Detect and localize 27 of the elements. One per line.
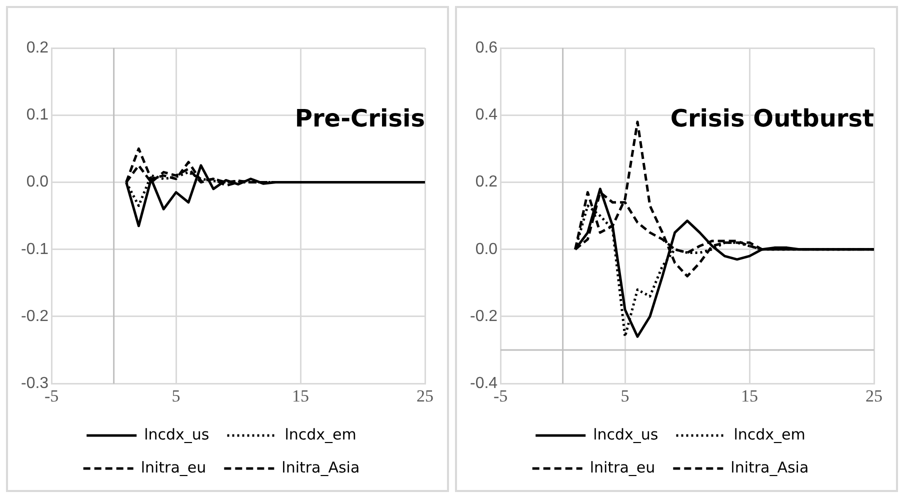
- x-tick-label: 5: [172, 386, 180, 406]
- y-tick-label: 0.4: [475, 106, 498, 124]
- legend-label: lnitra_Asia: [282, 458, 360, 476]
- annotation: Pre-Crisis: [294, 104, 425, 133]
- y-tick-label: -0.2: [20, 308, 49, 325]
- y-tick-label: 0.1: [26, 106, 49, 124]
- y-tick-label: 0.0: [26, 174, 49, 191]
- legend-label: lncdx_em: [734, 425, 806, 444]
- y-tick-label: -0.2: [470, 308, 498, 325]
- x-tick-label: 15: [741, 386, 758, 406]
- legend-label: lnitra_Asia: [730, 458, 809, 476]
- y-tick-label: -0.3: [20, 375, 49, 392]
- x-tick-label: 5: [620, 386, 630, 406]
- legend-label: lncdx_us: [144, 425, 210, 444]
- legend-label: lncdx_em: [284, 425, 356, 444]
- x-tick-label: 25: [866, 386, 882, 406]
- y-tick-label: -0.1: [20, 240, 49, 258]
- y-tick-label: 0.6: [475, 39, 498, 56]
- legend-label: lncdx_us: [593, 425, 658, 444]
- y-tick-label: 0.2: [475, 174, 498, 191]
- legend-label: lnitra_eu: [590, 458, 656, 476]
- y-tick-label: 0.0: [475, 240, 498, 258]
- y-tick-label: 0.2: [26, 39, 49, 56]
- legend-label: lnitra_eu: [140, 458, 206, 476]
- x-tick-label: 15: [292, 386, 310, 406]
- annotation: Crisis Outburst: [670, 104, 874, 133]
- x-tick-label: 25: [416, 386, 434, 406]
